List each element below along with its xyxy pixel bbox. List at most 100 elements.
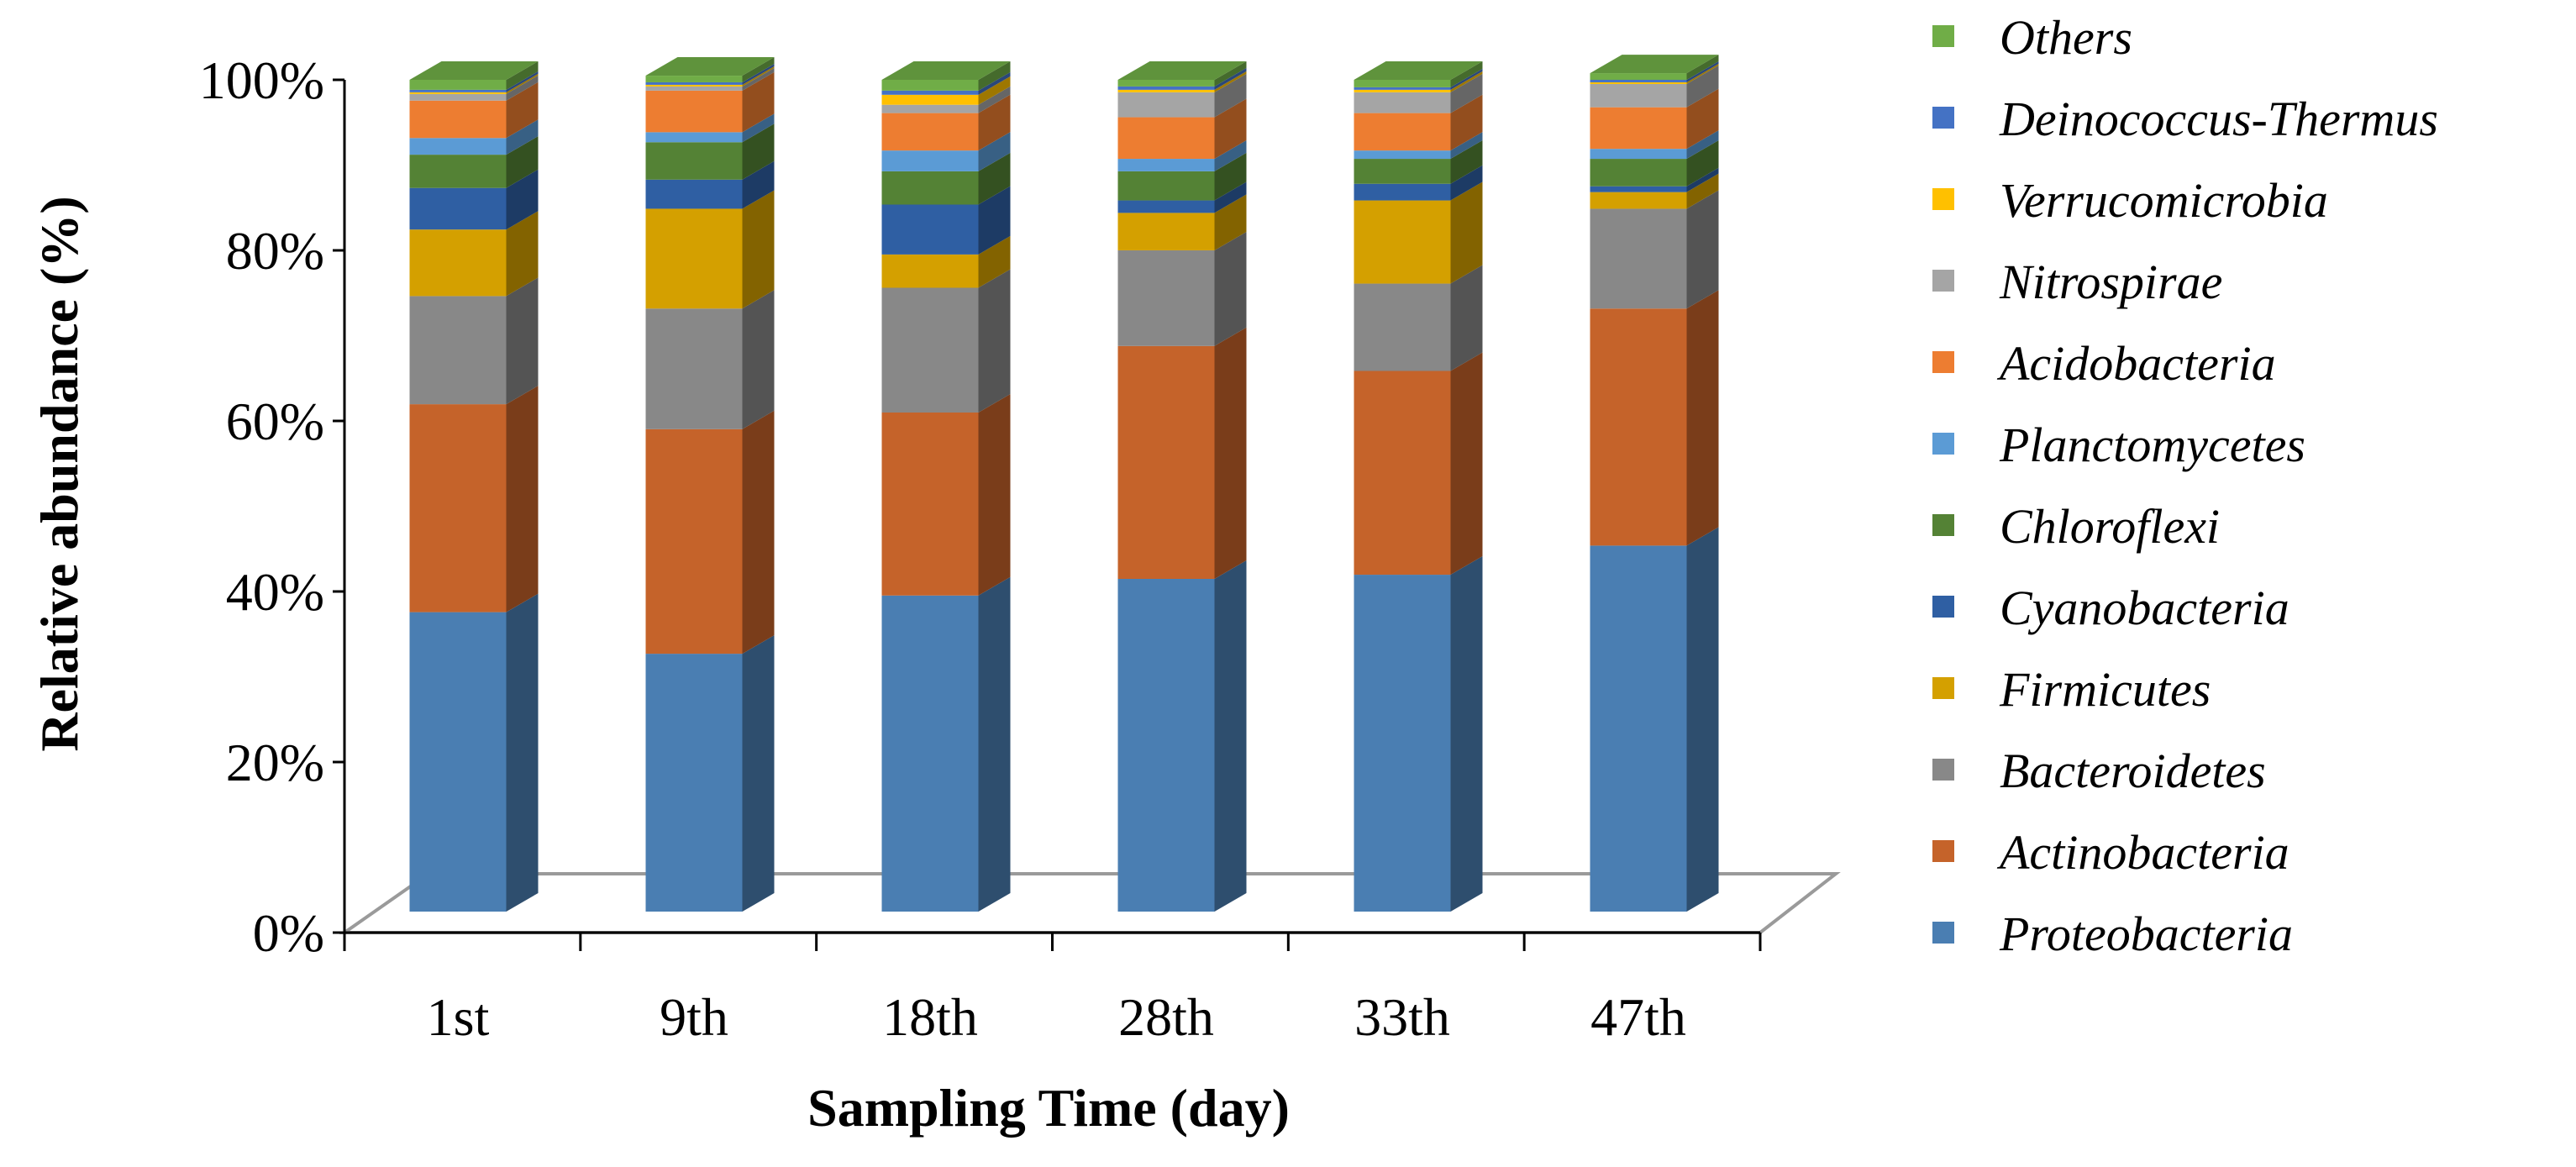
bar-front <box>1117 200 1215 213</box>
legend-swatch <box>1932 840 1954 862</box>
bar-segment-planctomycetes <box>881 132 1011 171</box>
bar-front <box>881 150 979 171</box>
legend-item-chloroflexi: Chloroflexi <box>1932 499 2220 554</box>
bar-stack-9th <box>645 57 775 912</box>
bar-segment-planctomycetes <box>1354 132 1483 160</box>
bar-front <box>1117 345 1215 579</box>
bar-front <box>645 84 743 87</box>
bar-side <box>1214 67 1247 90</box>
bar-front <box>1354 200 1451 284</box>
bar-segment-verrucomicrobia <box>409 73 539 94</box>
bar-side <box>1450 68 1483 90</box>
bar-front <box>409 89 507 92</box>
bar-top <box>881 61 1011 80</box>
bar-segment-verrucomicrobia <box>1590 63 1719 84</box>
legend-swatch <box>1932 351 1954 373</box>
bar-segment-acidobacteria <box>881 94 1011 151</box>
bar-front <box>1117 213 1215 250</box>
bar-side <box>506 61 539 90</box>
bar-front <box>881 113 979 151</box>
bar-front <box>645 208 743 309</box>
bar-front <box>1590 73 1687 80</box>
bar-segment-acidobacteria <box>1117 98 1247 160</box>
bar-stack-18th <box>881 61 1011 912</box>
bar-segment-actinobacteria <box>1354 352 1483 576</box>
bar-side <box>1686 290 1719 546</box>
axes: 0% 20% 40% 60% 80% 100% 1st 9th 18th 28th 33th 47th <box>199 50 1762 1047</box>
bar-segment-cyanobacteria <box>1117 181 1247 213</box>
bar-side <box>1450 181 1483 284</box>
y-tick-label: 60% <box>226 392 324 451</box>
bar-front <box>1354 183 1451 201</box>
bar-segment-nitrospirae <box>1354 73 1483 113</box>
bar-segment-verrucomicrobia <box>1117 71 1247 92</box>
bar-segment-planctomycetes <box>409 119 539 155</box>
bar-side <box>1214 61 1247 87</box>
bar-front <box>409 100 507 139</box>
bar-side <box>742 67 775 91</box>
bar-segment-bacteroidetes <box>409 277 539 405</box>
bar-front <box>1590 186 1687 192</box>
bar-segment-proteobacteria <box>1117 560 1247 912</box>
bar-side <box>978 132 1011 171</box>
legend-swatch <box>1932 596 1954 618</box>
bar-front <box>645 86 743 91</box>
bar-side <box>1214 140 1247 171</box>
bar-side <box>506 71 539 92</box>
bar-side <box>506 81 539 139</box>
bar-side <box>1214 231 1247 346</box>
bar-front <box>645 81 743 85</box>
x-tick-label: 18th <box>882 987 978 1047</box>
bar-stack-1st <box>409 61 539 912</box>
bar-segment-chloroflexi <box>1117 152 1247 201</box>
legend-label: Nitrospirae <box>1999 255 2222 309</box>
bar-side <box>1686 55 1719 80</box>
bar-front <box>881 254 979 288</box>
bar-front <box>409 404 507 612</box>
bar-front <box>881 80 979 91</box>
bar-side <box>1214 560 1247 912</box>
bar-front <box>1354 113 1451 151</box>
bar-side <box>742 71 775 133</box>
bar-front <box>1117 117 1215 160</box>
bar-front <box>1117 250 1215 346</box>
bar-front <box>1590 192 1687 209</box>
legend-item-planctomycetes: Planctomycetes <box>1932 418 2305 472</box>
bar-segment-proteobacteria <box>1354 556 1483 912</box>
bar-side <box>1450 61 1483 87</box>
bar-front <box>645 428 743 654</box>
bar-segment-deinococcus-thermus <box>1354 68 1483 90</box>
bar-front <box>1354 575 1451 912</box>
bar-segment-cyanobacteria <box>1590 167 1719 192</box>
bar-side <box>978 71 1011 95</box>
bar-segment-firmicutes <box>1354 181 1483 284</box>
bar-front <box>1590 149 1687 160</box>
legend-item-nitrospirae: Nitrospirae <box>1932 255 2222 309</box>
bar-front <box>409 93 507 101</box>
bar-front <box>645 90 743 133</box>
bar-segment-nitrospirae <box>881 86 1011 113</box>
bar-segment-others <box>1354 61 1483 87</box>
bar-front <box>645 179 743 209</box>
bar-segment-firmicutes <box>881 235 1011 288</box>
bar-segment-verrucomicrobia <box>881 76 1011 105</box>
bar-segment-cyanobacteria <box>409 169 539 230</box>
legend: Others Deinococcus-Thermus Verrucomicrobia… <box>1932 10 2438 961</box>
bar-front <box>1354 283 1451 371</box>
bar-side <box>978 76 1011 105</box>
bar-front <box>1590 80 1687 82</box>
bar-side <box>978 61 1011 91</box>
bar-front <box>1354 87 1451 90</box>
legend-item-firmicutes: Firmicutes <box>1932 662 2211 717</box>
bar-front <box>409 92 507 94</box>
bar-segment-others <box>645 57 775 82</box>
bar-segment-chloroflexi <box>645 124 775 180</box>
x-axis-title: Sampling Time (day) <box>807 1078 1290 1138</box>
bar-segment-bacteroidetes <box>1590 190 1719 309</box>
bar-side <box>978 186 1011 255</box>
bar-side <box>1450 73 1483 113</box>
bar-segment-deinococcus-thermus <box>409 71 539 92</box>
bar-segment-firmicutes <box>1590 173 1719 209</box>
bar-segment-verrucomicrobia <box>1354 71 1483 92</box>
